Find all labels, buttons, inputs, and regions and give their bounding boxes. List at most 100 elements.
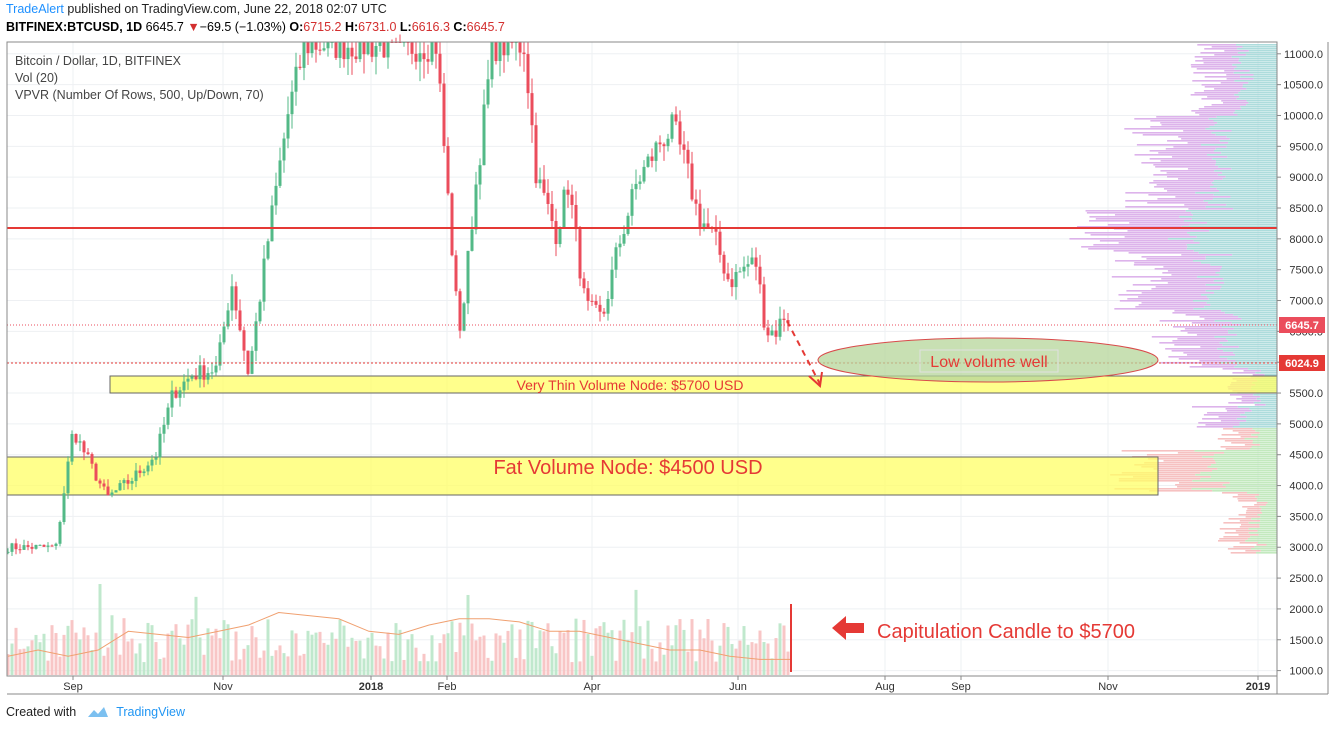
- candle-body: [266, 241, 270, 259]
- profile-row-down: [1174, 344, 1223, 346]
- candle-body: [554, 221, 558, 245]
- candle-body: [78, 441, 82, 443]
- candle-body: [230, 286, 234, 311]
- volume-bar: [754, 643, 758, 675]
- profile-row-up: [1204, 306, 1277, 308]
- volume-bar: [218, 638, 222, 675]
- volume-bar: [358, 640, 362, 675]
- profile-row-up: [1212, 158, 1277, 160]
- profile-row-down: [1142, 134, 1216, 136]
- profile-row-up: [1221, 286, 1277, 288]
- profile-row-up: [1206, 296, 1277, 298]
- profile-row-down: [1125, 206, 1206, 208]
- candle-body: [506, 42, 510, 56]
- candle-body: [418, 53, 422, 62]
- profile-row-up: [1258, 534, 1277, 536]
- volume-bar: [234, 631, 238, 675]
- volume-bar: [354, 640, 358, 675]
- profile-row-down: [1136, 144, 1201, 146]
- volume-bar: [362, 658, 366, 675]
- profile-row-up: [1259, 524, 1277, 526]
- volume-bar: [26, 646, 30, 675]
- profile-row-down: [1228, 402, 1254, 404]
- volume-bar: [718, 645, 722, 675]
- volume-bar: [406, 639, 410, 675]
- volume-bars: [6, 584, 790, 675]
- profile-row-up: [1179, 216, 1277, 218]
- volume-bar: [530, 621, 534, 675]
- profile-row-down: [1126, 290, 1206, 292]
- profile-row-up: [1225, 486, 1277, 488]
- profile-row-up: [1192, 214, 1277, 216]
- candle-body: [138, 470, 142, 474]
- profile-row-up: [1229, 138, 1277, 140]
- profile-row-up: [1205, 290, 1277, 292]
- profile-row-down: [1198, 422, 1240, 424]
- author-link[interactable]: TradeAlert: [6, 2, 64, 16]
- level-price-tag: [1279, 355, 1325, 371]
- profile-row-up: [1253, 78, 1277, 80]
- profile-row-up: [1186, 248, 1277, 250]
- candle-body: [570, 194, 574, 206]
- volume-bar: [270, 655, 274, 675]
- profile-row-down: [1224, 70, 1250, 72]
- profile-row-down: [1128, 252, 1199, 254]
- profile-row-up: [1236, 44, 1277, 46]
- profile-row-down: [1196, 426, 1233, 428]
- profile-row-up: [1220, 288, 1277, 290]
- volume-bar: [214, 628, 218, 675]
- candle-body: [302, 42, 306, 68]
- profile-row-up: [1236, 418, 1277, 420]
- volume-bar: [342, 625, 346, 675]
- profile-row-up: [1213, 198, 1277, 200]
- profile-row-down: [1223, 522, 1249, 524]
- volume-bar: [130, 638, 134, 675]
- volume-bar: [462, 635, 466, 675]
- candle-body: [510, 42, 514, 43]
- y-tick-label: 3000.0: [1289, 542, 1323, 554]
- profile-row-down: [1247, 508, 1262, 510]
- candle-body: [774, 330, 778, 337]
- profile-row-down: [1187, 168, 1232, 170]
- profile-row-up: [1202, 456, 1277, 458]
- profile-row-up: [1253, 402, 1277, 404]
- profile-row-down: [1244, 444, 1260, 446]
- profile-row-down: [1163, 460, 1215, 462]
- volume-bar: [206, 628, 210, 675]
- profile-row-down: [1171, 274, 1220, 276]
- profile-row-up: [1259, 526, 1277, 528]
- profile-row-up: [1214, 336, 1277, 338]
- candle-body: [766, 327, 770, 336]
- profile-row-up: [1219, 342, 1277, 344]
- volume-bar: [286, 656, 290, 675]
- volume-bar: [98, 584, 102, 675]
- volume-bar: [422, 653, 426, 675]
- profile-row-up: [1213, 458, 1277, 460]
- volume-bar: [658, 642, 662, 675]
- profile-row-up: [1249, 448, 1277, 450]
- profile-row-up: [1258, 436, 1277, 438]
- profile-row-up: [1254, 378, 1277, 380]
- volume-bar: [366, 637, 370, 675]
- profile-row-up: [1206, 302, 1277, 304]
- volume-bar: [534, 648, 538, 675]
- level-price-tag-text: 6024.9: [1285, 358, 1319, 370]
- volume-bar: [630, 632, 634, 675]
- candle-body: [410, 42, 414, 54]
- profile-row-down: [1124, 128, 1206, 130]
- profile-row-up: [1256, 500, 1277, 502]
- tradingview-brand-link[interactable]: TradingView: [116, 705, 185, 719]
- profile-row-up: [1205, 206, 1277, 208]
- profile-row-up: [1205, 128, 1277, 130]
- profile-row-up: [1215, 148, 1277, 150]
- profile-row-up: [1247, 492, 1277, 494]
- profile-row-down: [1134, 464, 1212, 466]
- volume-bar: [486, 657, 490, 675]
- profile-row-down: [1239, 542, 1258, 544]
- profile-row-down: [1179, 482, 1230, 484]
- profile-row-up: [1219, 274, 1277, 276]
- candle-body: [626, 215, 630, 234]
- profile-row-down: [1161, 278, 1224, 280]
- profile-row-down: [1204, 86, 1243, 88]
